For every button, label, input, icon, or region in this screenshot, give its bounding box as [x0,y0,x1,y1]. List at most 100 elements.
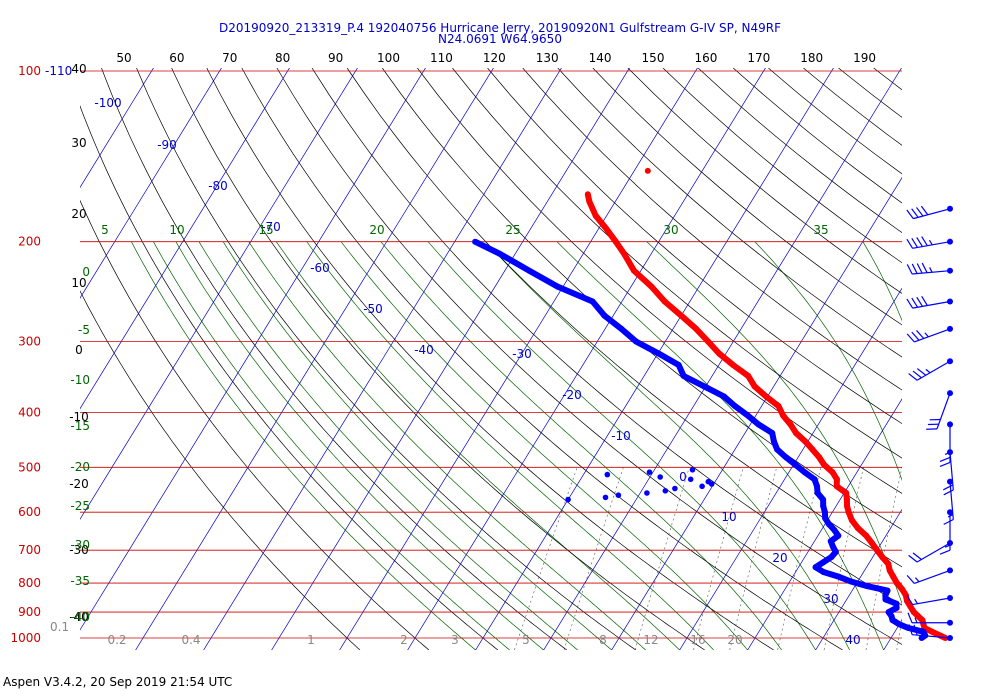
wind-barb [906,262,953,275]
dry-layer-dewpoint-point [699,483,705,490]
moist-adiabat-left-label: -30 [70,538,90,552]
pressure-tick-label: 1000 [10,631,41,645]
moist-adiabat-left-label: 0 [82,265,90,279]
top-scale-label: 80 [275,51,290,65]
dry-adiabat [276,68,902,645]
wind-barb-half-flag [914,577,920,583]
top-scale-label: 90 [328,51,343,65]
isotherm-line [475,68,834,650]
moist-adiabat-left-label: -20 [70,460,90,474]
temperature-point [730,362,737,368]
dewpoint-point [769,430,776,436]
temperature-point [845,509,852,516]
wind-barb-flag [906,209,914,219]
temperature-point [919,617,926,624]
temperature-point [829,469,836,476]
dewpoint-point [847,578,854,585]
dry-adiabat [80,199,430,650]
wind-barb-half-flag [928,239,933,246]
wind-barb [908,624,953,641]
temperature-point [821,461,828,468]
isotherm-line [80,68,426,631]
wind-barb-flag [911,263,918,274]
dewpoint-point [884,587,891,594]
temperature-point [890,573,897,580]
dewpoint-point [893,600,900,607]
dewpoint-point [828,554,835,561]
wind-barb-half-flag [929,267,933,273]
isotherm-label: -100 [94,96,121,110]
temperature-point [910,609,917,616]
dewpoint-point [633,338,639,345]
pressure-tick-label: 400 [18,405,41,419]
wind-barb-half-flag [925,368,931,374]
mixing-ratio-line [514,467,578,650]
temperature-point [863,532,870,539]
dewpoint-point [826,521,832,528]
wind-barb-flag [906,238,914,249]
top-scale-label: 70 [222,51,237,65]
wind-barb-flag [911,208,919,218]
temperature-point [879,554,886,561]
dewpoint-point [920,628,927,635]
dry-adiabat [557,68,902,358]
mixing-ratio-line [634,467,690,650]
dewpoint-point [589,298,596,305]
dry-adiabat [487,68,902,425]
isotherm-line [543,68,902,650]
wind-barb-staff [912,300,951,309]
temperature-point [907,603,914,610]
dry-layer-dewpoint-point [705,478,712,485]
mixing-ratio-label: 8 [599,633,607,647]
dewpoint-point [554,283,561,290]
wind-barb-half-flag [914,617,918,623]
mixing-ratio-line [729,467,777,650]
temperature-point [833,476,840,483]
wind-barb [906,236,953,249]
dry-adiabat-label: 40 [71,62,86,76]
mixing-ratio-label: 0.2 [107,633,126,647]
wind-barb [908,540,953,563]
top-scale-label: 60 [169,51,184,65]
temperature-point [631,267,637,274]
wind-barb-flag [908,624,913,635]
moist-adiabat-left-label: -15 [70,419,90,433]
temperature-point [661,298,668,305]
isotherm-line [271,68,630,650]
dry-adiabat [101,68,568,650]
wind-barb-flag [908,554,918,563]
adiabat-group [80,68,902,650]
wind-barb-flag [906,574,915,584]
pressure-tick-label: 600 [18,505,41,519]
wind-barb-flag [921,296,928,306]
isotherm-group [80,68,902,650]
temperature-point [833,483,840,490]
isotherm-line [80,68,154,189]
mixing-ratio-label: 16 [690,633,705,647]
wind-barb-flag [921,262,928,273]
dewpoint-point [755,421,762,428]
dry-adiabat [171,68,705,650]
dewpoint-point [618,325,625,332]
isotherm-line [203,68,562,650]
dry-adiabat [80,290,361,650]
dry-adiabat-label: -10 [69,410,89,424]
isotherm-label: -40 [414,343,434,357]
temperature-point [793,430,799,436]
wind-barb [907,612,953,626]
chart-title-line2: N24.0691 W64.9650 [438,32,562,46]
dewpoint-point [721,393,727,400]
isotherm-label: 20 [772,551,787,565]
wind-barb-flag [943,489,954,496]
wind-barb [906,594,953,606]
top-scale-label: 110 [430,51,453,65]
wind-barb [906,567,953,584]
moist-adiabat [556,241,884,650]
dewpoint-point [882,596,889,603]
dry-adiabat-label: -40 [69,610,89,624]
dry-adiabat [592,68,902,326]
moist-adiabat [306,241,714,650]
footer-text: Aspen V3.4.2, 20 Sep 2019 21:54 UTC [3,675,232,689]
dry-adiabat [381,68,902,531]
